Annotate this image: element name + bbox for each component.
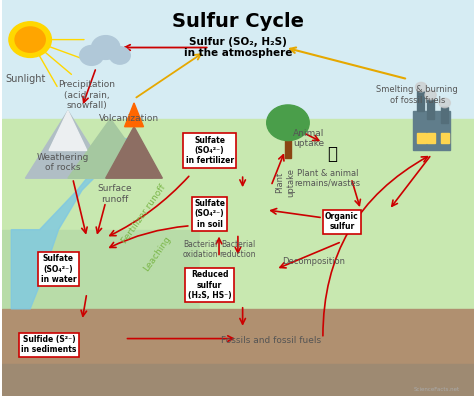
Text: Weathering
of rocks: Weathering of rocks	[37, 153, 90, 172]
Bar	[2, 0, 474, 119]
Text: Organic
sulfur: Organic sulfur	[325, 212, 359, 231]
Text: Surface
runoff: Surface runoff	[98, 185, 132, 204]
Text: Plant
uptake: Plant uptake	[275, 168, 295, 197]
Circle shape	[15, 27, 45, 52]
Bar	[285, 135, 291, 158]
Text: Leaching: Leaching	[142, 234, 173, 273]
Bar	[412, 111, 450, 150]
Polygon shape	[49, 111, 87, 150]
Bar	[427, 99, 434, 119]
Text: Sulfate
(SO₄²⁻)
in soil: Sulfate (SO₄²⁻) in soil	[194, 199, 225, 229]
Text: Sunlight: Sunlight	[5, 74, 46, 84]
Text: Smelting & burning
of fossil fuels: Smelting & burning of fossil fuels	[376, 86, 458, 105]
Bar	[2, 119, 474, 230]
Text: 🐄: 🐄	[328, 145, 337, 164]
Bar	[2, 364, 474, 396]
Circle shape	[80, 46, 103, 65]
Text: Sulfate
(SO₄²⁻)
in water: Sulfate (SO₄²⁻) in water	[41, 254, 76, 284]
Text: Bacterial
reduction: Bacterial reduction	[219, 240, 256, 259]
Text: Decomposition: Decomposition	[282, 257, 345, 266]
Text: Sulfide (S²⁻)
in sediments: Sulfide (S²⁻) in sediments	[21, 335, 77, 354]
Text: Fertilizer runoff: Fertilizer runoff	[120, 183, 167, 245]
Polygon shape	[106, 127, 163, 178]
Circle shape	[91, 36, 120, 59]
Bar	[441, 133, 449, 143]
Polygon shape	[68, 119, 153, 178]
Text: Reduced
sulfur
(H₂S, HS⁻): Reduced sulfur (H₂S, HS⁻)	[188, 270, 231, 300]
Text: Volcanization: Volcanization	[99, 114, 159, 123]
Polygon shape	[125, 103, 144, 127]
Text: Sulfur Cycle: Sulfur Cycle	[172, 12, 304, 31]
Bar	[417, 91, 424, 111]
Circle shape	[109, 47, 130, 64]
Bar	[427, 133, 435, 143]
Text: Animal
uptake: Animal uptake	[293, 129, 324, 148]
Bar	[417, 133, 426, 143]
Circle shape	[9, 22, 51, 57]
Bar	[200, 230, 474, 309]
Bar	[2, 309, 474, 364]
Text: Sulfate
(SO₄²⁻)
in fertilizer: Sulfate (SO₄²⁻) in fertilizer	[185, 135, 234, 166]
Circle shape	[415, 82, 427, 92]
Bar	[441, 107, 448, 123]
Text: Bacterial
oxidation: Bacterial oxidation	[182, 240, 218, 259]
Polygon shape	[26, 111, 110, 178]
Text: Precipitation
(acid rain,
snowfall): Precipitation (acid rain, snowfall)	[58, 80, 115, 110]
Text: Plant & animal
remains/wastes: Plant & animal remains/wastes	[294, 169, 361, 188]
Circle shape	[425, 90, 436, 100]
Text: Fossils and fossil fuels: Fossils and fossil fuels	[221, 336, 321, 345]
Text: Sulfur (SO₂, H₂S)
in the atmosphere: Sulfur (SO₂, H₂S) in the atmosphere	[184, 37, 292, 58]
Circle shape	[267, 105, 309, 141]
Bar	[2, 230, 200, 309]
Circle shape	[439, 98, 450, 108]
Polygon shape	[11, 139, 134, 309]
Text: ScienceFacts.net: ScienceFacts.net	[414, 387, 460, 392]
